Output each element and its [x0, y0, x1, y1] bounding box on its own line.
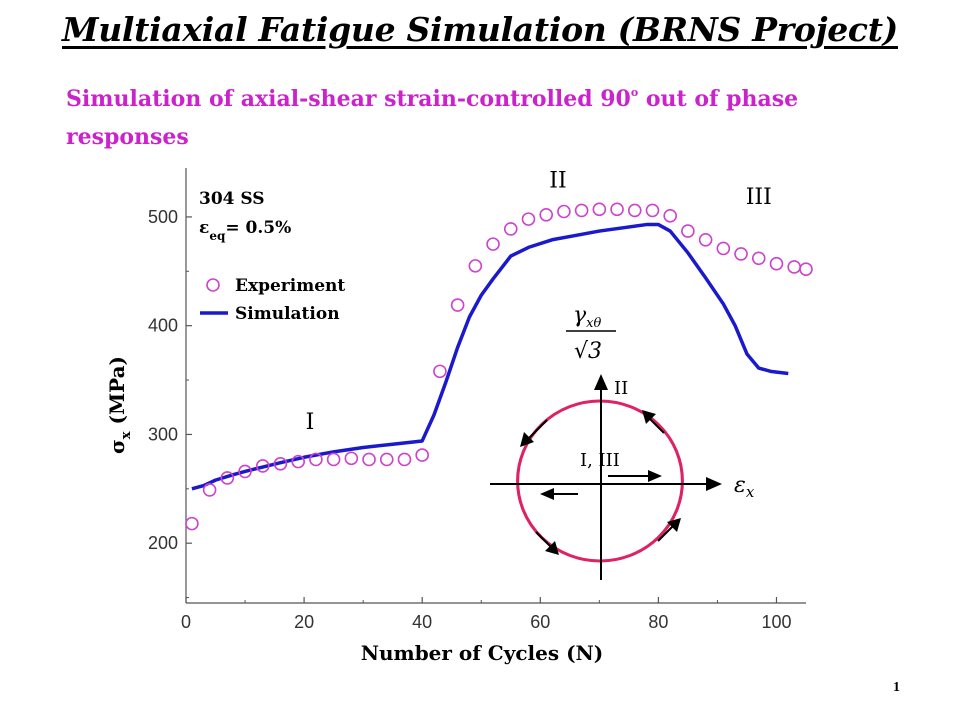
legend: Experiment Simulation	[200, 276, 345, 324]
x-axis-title: Number of Cycles (N)	[361, 641, 604, 665]
experiment-point	[273, 456, 288, 471]
x-tick-label: 80	[648, 612, 668, 632]
subtitle-rest: out of phase responses	[66, 86, 799, 150]
legend-simulation-label: Simulation	[235, 304, 340, 324]
epsilon-subscript: x	[746, 483, 755, 501]
strain-label: εeq= 0.5%	[199, 218, 291, 243]
experiment-point	[716, 241, 731, 256]
experiment-point	[397, 452, 412, 467]
epsilon-symbol: ε	[734, 473, 746, 498]
experiment-point	[592, 202, 607, 217]
direction-arrow-center-left	[540, 488, 578, 500]
inset-x-arrowhead	[706, 477, 722, 491]
experiment-point	[574, 203, 589, 218]
direction-arrow-center-right	[608, 470, 662, 482]
experiment-point	[503, 222, 518, 236]
inset-label-ii: II	[614, 378, 628, 399]
experiment-point	[238, 464, 252, 479]
material-label: 304 SS	[199, 189, 265, 209]
direction-arrow-top-left	[520, 419, 548, 447]
strain-value: = 0.5%	[225, 218, 291, 238]
subtitle-main: Simulation of axial-shear strain-control…	[66, 86, 631, 112]
experiment-point	[557, 204, 571, 219]
chart-axes	[185, 168, 806, 604]
experiment-point	[769, 256, 784, 271]
x-tick-label: 0	[181, 612, 191, 632]
y-tick-label: 400	[148, 316, 178, 336]
experiment-point	[645, 203, 660, 218]
region-label-iii: III	[746, 185, 772, 210]
direction-arrow-bottom-right	[657, 518, 681, 542]
inset-x-label: εx	[734, 473, 755, 501]
gamma-subscript: xθ	[586, 316, 601, 331]
inset-y-arrowhead	[594, 374, 608, 390]
direction-arrow-bottom-left	[535, 531, 559, 555]
experiment-point	[362, 452, 376, 467]
strain-sub: eq	[209, 229, 226, 243]
experiment-point	[344, 451, 359, 466]
experiment-point	[627, 203, 642, 218]
experiment-point	[787, 260, 801, 274]
legend-experiment-marker	[206, 278, 220, 292]
subtitle-degree: o	[630, 86, 639, 99]
slide-subtitle: Simulation of axial-shear strain-control…	[66, 74, 886, 156]
region-label-i: I	[306, 410, 315, 435]
experiment-point	[734, 247, 748, 261]
experiment-point	[185, 516, 199, 531]
x-tick-label: 20	[294, 612, 314, 632]
x-tick-label: 40	[412, 612, 432, 632]
chart-series	[185, 202, 813, 531]
experiment-point	[433, 364, 447, 379]
experiment-point	[681, 224, 695, 238]
simulation-line	[191, 222, 789, 491]
inset-label-i-iii: I, III	[580, 450, 620, 471]
legend-experiment-label: Experiment	[235, 276, 345, 296]
direction-arrow-top-right	[642, 410, 665, 434]
strain-path-inset: II I, III γxθ √3 εx	[490, 303, 755, 580]
y-axis-units: (MPa)	[105, 356, 129, 432]
experiment-point	[698, 232, 713, 247]
chart-ticks: 0 20 40 60 80 100 200 300 400 500	[148, 207, 792, 632]
y-axis-title-text: σx (MPa)	[105, 356, 134, 454]
experiment-point	[663, 209, 677, 223]
experiment-point	[255, 459, 270, 473]
y-tick-label: 500	[148, 207, 178, 227]
slide-title: Multiaxial Fatigue Simulation (BRNS Proj…	[62, 10, 898, 49]
experiment-point	[379, 452, 394, 467]
gamma-symbol: γ	[573, 303, 587, 328]
experiment-point	[610, 202, 624, 217]
x-tick-label: 60	[530, 612, 550, 632]
experiment-point	[799, 262, 813, 276]
page-number: 1	[893, 680, 900, 695]
y-tick-label: 200	[148, 533, 178, 553]
region-label-ii: II	[549, 169, 566, 194]
experiment-point	[486, 237, 500, 251]
experiment-point	[521, 212, 536, 226]
experiment-point	[539, 207, 553, 222]
experiment-point	[415, 448, 429, 462]
experiment-point	[450, 298, 465, 312]
inset-y-numerator: γxθ	[573, 303, 601, 331]
y-axis-sigma: σ	[105, 439, 129, 454]
experiment-point	[291, 454, 305, 469]
experiment-point	[202, 483, 217, 497]
experiment-point	[751, 251, 766, 266]
y-tick-label: 300	[148, 424, 178, 444]
experiment-point	[220, 471, 235, 485]
experiment-point	[326, 452, 341, 467]
y-axis-sub: x	[119, 431, 134, 439]
inset-y-denominator: √3	[574, 339, 602, 364]
x-tick-label: 100	[761, 612, 791, 632]
strain-eps: ε	[199, 218, 209, 238]
experiment-point	[468, 259, 483, 273]
experiment-point	[309, 452, 323, 467]
y-axis-title: σx (MPa)	[105, 356, 134, 454]
